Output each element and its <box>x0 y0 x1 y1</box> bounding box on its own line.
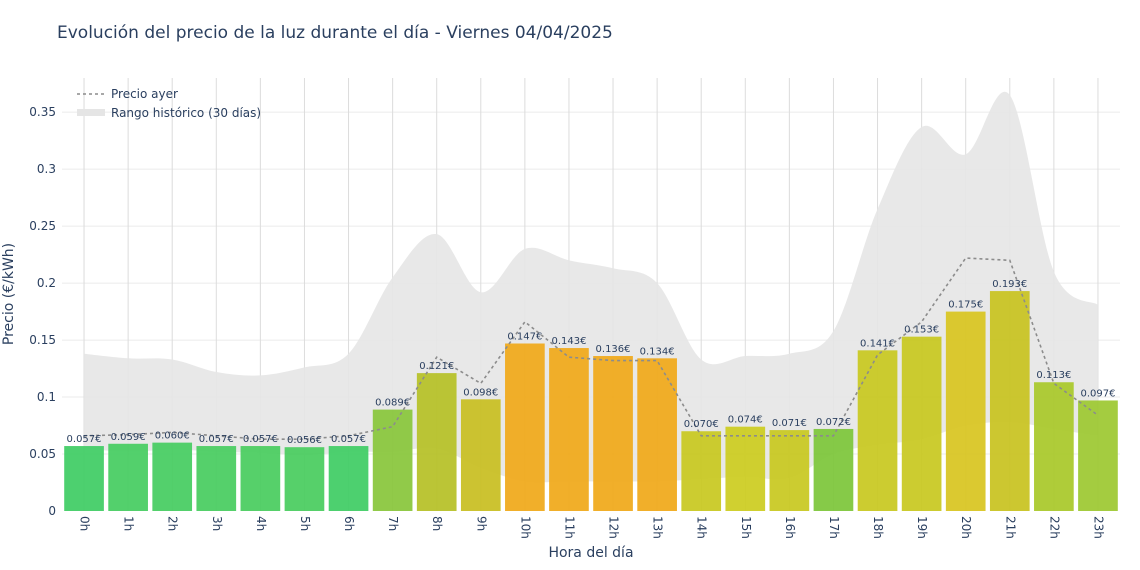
bar-value-label: 0.089€ <box>375 398 410 409</box>
bar-10h[interactable] <box>505 343 545 511</box>
bar-14h[interactable] <box>681 431 722 511</box>
y-tick-label: 0.25 <box>29 219 56 233</box>
bar-17h[interactable] <box>813 428 854 511</box>
y-tick-label: 0.2 <box>37 276 56 290</box>
bar-11h[interactable] <box>549 348 589 511</box>
bar-value-label: 0.074€ <box>728 415 763 426</box>
bar-7h[interactable] <box>372 409 413 511</box>
bar-value-label: 0.072€ <box>816 417 851 428</box>
x-tick-label: 23h <box>1091 516 1105 539</box>
legend-item-yesterday[interactable]: Precio ayer <box>111 87 178 101</box>
y-axis-title: Precio (€/kWh) <box>1 243 17 345</box>
x-tick-label: 20h <box>959 516 973 539</box>
bar-value-label: 0.060€ <box>155 431 190 442</box>
y-tick-label: 0.35 <box>29 105 56 119</box>
x-tick-label: 9h <box>474 516 488 531</box>
y-axis-ticks: 0 0.05 0.1 0.15 0.2 0.25 0.3 0.35 <box>29 105 56 518</box>
bar-value-label: 0.098€ <box>463 387 498 398</box>
bar-13h[interactable] <box>637 358 677 511</box>
x-tick-label: 15h <box>739 516 753 539</box>
bar-19h[interactable] <box>901 336 942 511</box>
chart-title: Evolución del precio de la luz durante e… <box>57 23 613 43</box>
x-tick-label: 10h <box>518 516 532 539</box>
historical-range-area <box>84 91 1098 483</box>
x-tick-label: 2h <box>166 516 180 531</box>
x-tick-label: 1h <box>122 516 136 531</box>
bar-value-label: 0.143€ <box>551 336 586 347</box>
bar-value-label: 0.056€ <box>287 435 322 446</box>
bar-value-label: 0.097€ <box>1080 388 1115 399</box>
legend-item-range[interactable]: Rango histórico (30 días) <box>111 106 261 120</box>
bar-value-label: 0.153€ <box>904 325 939 336</box>
bar-18h[interactable] <box>857 350 898 511</box>
bar-2h[interactable] <box>152 442 193 511</box>
bar-value-label: 0.134€ <box>640 346 675 357</box>
bar-21h[interactable] <box>989 291 1030 511</box>
bar-value-labels: 0.057€ 0.059€ 0.060€ 0.057€ 0.057€ 0.056€ 0.05… <box>67 279 1116 446</box>
x-axis-ticks: 0h 1h 2h 3h 4h 5h 6h 7h 8h 9h 10h 11h 12h 13h 14h 15h 16… <box>78 516 1106 539</box>
x-tick-label: 11h <box>562 516 576 539</box>
bar-23h[interactable] <box>1078 400 1118 511</box>
x-tick-label: 18h <box>871 516 885 539</box>
legend-area-swatch <box>77 109 105 116</box>
bars <box>64 291 1118 511</box>
bar-value-label: 0.057€ <box>331 434 366 445</box>
x-axis-title: Hora del día <box>548 545 633 561</box>
x-tick-label: 0h <box>78 516 92 531</box>
bar-value-label: 0.057€ <box>243 434 278 445</box>
bar-value-label: 0.057€ <box>67 434 102 445</box>
x-tick-label: 19h <box>915 516 929 539</box>
legend[interactable]: Precio ayer Rango histórico (30 días) <box>77 87 261 120</box>
x-tick-label: 3h <box>210 516 224 531</box>
bar-value-label: 0.071€ <box>772 418 807 429</box>
x-tick-label: 12h <box>607 516 621 539</box>
y-tick-label: 0 <box>48 504 56 518</box>
bar-value-label: 0.059€ <box>111 432 146 443</box>
x-tick-label: 5h <box>298 516 312 531</box>
bar-20h[interactable] <box>945 311 986 511</box>
bar-value-label: 0.136€ <box>596 344 631 355</box>
bar-1h[interactable] <box>108 443 148 511</box>
x-tick-label: 16h <box>783 516 797 539</box>
bar-value-label: 0.193€ <box>992 279 1027 290</box>
bar-value-label: 0.175€ <box>948 300 983 311</box>
x-tick-label: 6h <box>342 516 356 531</box>
bar-9h[interactable] <box>460 399 501 511</box>
x-tick-label: 21h <box>1003 516 1017 539</box>
yesterday-price-line <box>84 257 1099 441</box>
bar-8h[interactable] <box>416 373 457 511</box>
bar-22h[interactable] <box>1034 382 1074 511</box>
bar-3h[interactable] <box>196 446 237 511</box>
bar-16h[interactable] <box>769 430 810 511</box>
bar-0h[interactable] <box>64 446 104 511</box>
bar-value-label: 0.057€ <box>199 434 234 445</box>
range-band <box>84 91 1098 483</box>
x-tick-label: 4h <box>254 516 268 531</box>
x-tick-label: 8h <box>430 516 444 531</box>
bar-value-label: 0.147€ <box>507 331 542 342</box>
bar-12h[interactable] <box>593 356 633 511</box>
y-tick-label: 0.3 <box>37 162 56 176</box>
x-tick-label: 22h <box>1047 516 1061 539</box>
x-tick-label: 7h <box>386 516 400 531</box>
bar-5h[interactable] <box>284 447 325 511</box>
yesterday-line <box>84 257 1099 441</box>
bar-value-label: 0.121€ <box>419 361 454 372</box>
bar-6h[interactable] <box>328 446 369 511</box>
y-tick-label: 0.15 <box>29 333 56 347</box>
y-tick-label: 0.05 <box>29 447 56 461</box>
bar-4h[interactable] <box>240 446 281 511</box>
x-tick-label: 13h <box>651 516 665 539</box>
y-tick-label: 0.1 <box>37 390 56 404</box>
bar-15h[interactable] <box>725 426 766 511</box>
x-tick-label: 14h <box>695 516 709 539</box>
bar-value-label: 0.070€ <box>684 419 719 430</box>
bar-value-label: 0.113€ <box>1036 370 1071 381</box>
bar-value-label: 0.141€ <box>860 338 895 349</box>
x-tick-label: 17h <box>827 516 841 539</box>
